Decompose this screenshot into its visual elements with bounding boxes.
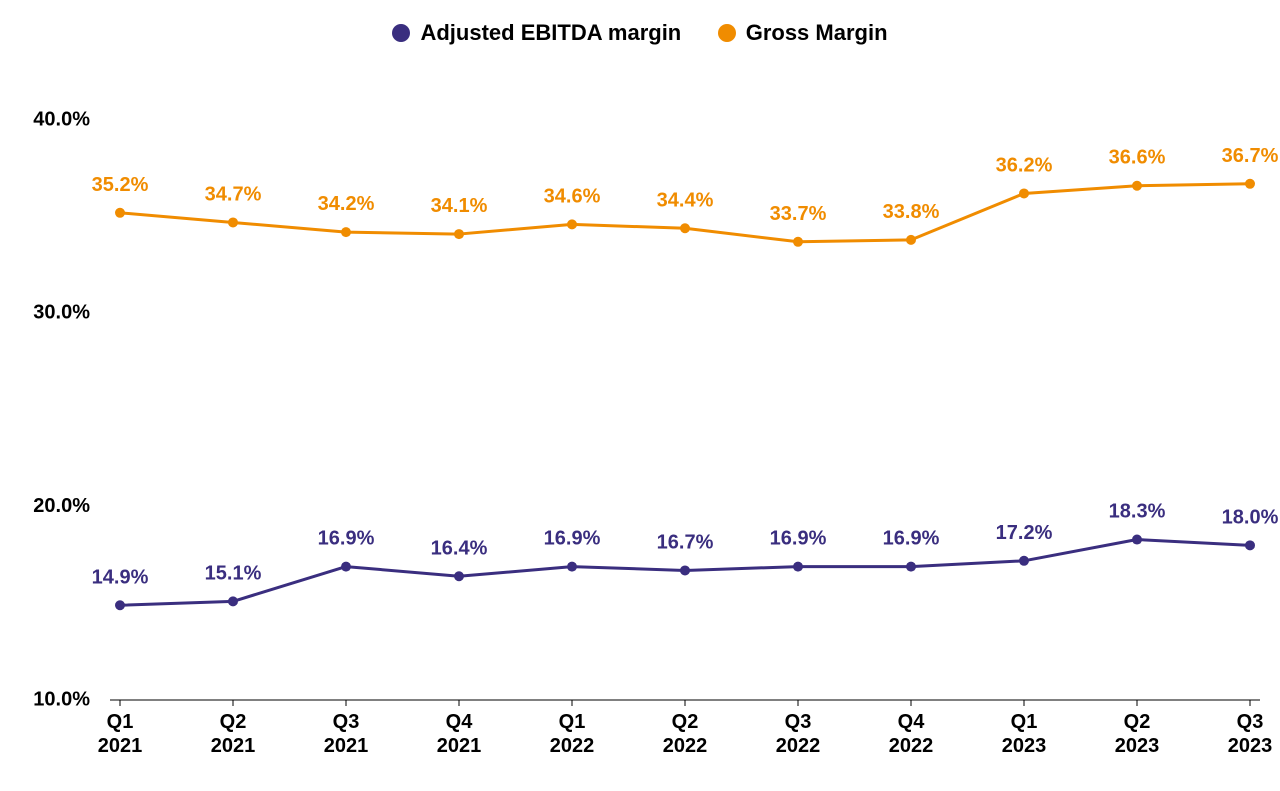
series-datalabel: 16.9% [544,528,601,550]
series-marker [906,235,916,245]
margin-chart: Adjusted EBITDA margin Gross Margin 10.0… [0,0,1280,791]
x-tick-label-line2: 2023 [1002,735,1047,757]
x-tick-label-line2: 2022 [889,735,934,757]
series-marker [1245,540,1255,550]
x-tick-label-line1: Q3 [785,711,812,733]
legend-item-gross: Gross Margin [718,20,888,46]
series-datalabel: 34.1% [431,195,488,217]
x-tick-label-line2: 2023 [1115,735,1160,757]
series-datalabel: 33.8% [883,201,940,223]
x-tick-label-line1: Q1 [107,711,134,733]
series-marker [680,565,690,575]
chart-svg: 10.0%20.0%30.0%40.0%Q12021Q22021Q32021Q4… [0,0,1280,791]
series-datalabel: 18.3% [1109,501,1166,523]
series-marker [341,562,351,572]
series-datalabel: 36.7% [1222,145,1279,167]
series-datalabel: 17.2% [996,522,1053,544]
legend-label-ebitda: Adjusted EBITDA margin [420,20,681,46]
legend-item-ebitda: Adjusted EBITDA margin [392,20,681,46]
y-tick-label: 40.0% [33,108,90,130]
series-datalabel: 36.2% [996,154,1053,176]
series-datalabel: 34.6% [544,185,601,207]
x-tick-label-line2: 2021 [324,735,369,757]
series-datalabel: 18.0% [1222,506,1279,528]
series-marker [228,217,238,227]
series-datalabel: 15.1% [205,562,262,584]
series-marker [567,562,577,572]
series-marker [115,208,125,218]
series-datalabel: 16.9% [318,528,375,550]
x-tick-label-line1: Q2 [672,711,699,733]
series-marker [680,223,690,233]
series-marker [1245,179,1255,189]
legend-dot-ebitda [392,24,410,42]
series-marker [341,227,351,237]
series-datalabel: 36.6% [1109,147,1166,169]
series-marker [1019,188,1029,198]
series-datalabel: 34.2% [318,193,375,215]
series-datalabel: 14.9% [92,566,149,588]
series-datalabel: 34.7% [205,183,262,205]
x-tick-label-line1: Q3 [333,711,360,733]
x-tick-label-line2: 2022 [663,735,708,757]
series-marker [454,571,464,581]
series-datalabel: 16.9% [770,528,827,550]
x-tick-label-line1: Q4 [446,711,474,733]
x-tick-label-line1: Q2 [220,711,247,733]
series-datalabel: 16.4% [431,537,488,559]
series-marker [1132,181,1142,191]
x-tick-label-line1: Q2 [1124,711,1151,733]
series-datalabel: 16.9% [883,528,940,550]
series-datalabel: 34.4% [657,189,714,211]
series-marker [1019,556,1029,566]
series-marker [906,562,916,572]
series-marker [1132,535,1142,545]
x-tick-label-line2: 2022 [776,735,821,757]
series-marker [228,596,238,606]
x-tick-label-line2: 2021 [98,735,143,757]
series-marker [115,600,125,610]
legend-dot-gross [718,24,736,42]
series-marker [454,229,464,239]
legend-label-gross: Gross Margin [746,20,888,46]
x-tick-label-line2: 2022 [550,735,595,757]
x-tick-label-line1: Q1 [1011,711,1038,733]
x-tick-label-line2: 2023 [1228,735,1273,757]
series-datalabel: 33.7% [770,203,827,225]
series-datalabel: 35.2% [92,174,149,196]
x-tick-label-line1: Q1 [559,711,586,733]
series-marker [567,219,577,229]
x-tick-label-line2: 2021 [211,735,256,757]
chart-legend: Adjusted EBITDA margin Gross Margin [0,20,1280,47]
x-tick-label-line1: Q4 [898,711,926,733]
series-marker [793,237,803,247]
x-tick-label-line2: 2021 [437,735,482,757]
x-tick-label-line1: Q3 [1237,711,1264,733]
y-tick-label: 30.0% [33,302,90,324]
y-tick-label: 10.0% [33,688,90,710]
series-datalabel: 16.7% [657,531,714,553]
series-marker [793,562,803,572]
y-tick-label: 20.0% [33,495,90,517]
